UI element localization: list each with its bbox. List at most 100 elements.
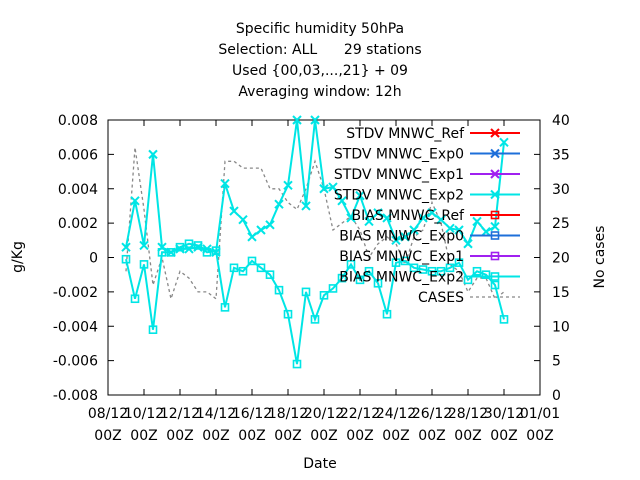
stdv-point — [472, 216, 482, 227]
legend-label: BIAS MNWC_Ref — [352, 208, 466, 224]
bias-point — [274, 285, 284, 295]
x-tick-label-date: 10/12 — [124, 406, 164, 422]
bias-point — [472, 266, 482, 276]
series-line-bias-exp2 — [125, 242, 505, 365]
bias-point — [400, 256, 410, 266]
x-tick-label-hour: 00Z — [310, 428, 337, 444]
x-axis: 08/1200Z10/1200Z12/1200Z14/1200Z16/1200Z… — [88, 120, 560, 444]
stdv-point — [418, 213, 428, 223]
bias-point — [382, 309, 392, 319]
stdv-point — [265, 220, 275, 230]
bias-point — [445, 263, 455, 273]
bias-point — [184, 239, 194, 249]
x-tick-label-date: 22/12 — [340, 406, 380, 422]
y2-tick-label: 20 — [552, 251, 570, 267]
bias-point — [229, 263, 239, 273]
stdv-point — [238, 214, 248, 225]
x-tick-label-hour: 00Z — [454, 428, 481, 444]
bias-point — [265, 270, 275, 279]
y-tick-label: -0.004 — [53, 319, 98, 335]
stdv-point — [310, 115, 320, 125]
bias-point — [202, 248, 212, 257]
legend-label: STDV MNWC_Exp1 — [334, 167, 464, 183]
legend: STDV MNWC_Ref STDV MNWC_Exp0 STDV MNWC_Exp… — [334, 126, 520, 306]
y2-axis-label: No cases — [592, 226, 608, 289]
bias-point — [130, 294, 140, 304]
stdv-point — [454, 225, 464, 235]
x-tick-label-hour: 00Z — [202, 428, 229, 444]
bias-point — [481, 270, 491, 279]
legend-marker-square — [490, 272, 500, 281]
stdv-point — [229, 206, 239, 216]
x-tick-label-date: 12/12 — [160, 406, 200, 422]
y-tick-label: 0 — [89, 251, 98, 267]
x-tick-label-date: 20/12 — [304, 406, 344, 422]
stdv-point — [328, 182, 338, 192]
x-tick-label-date: 01/01 — [520, 406, 560, 422]
x-axis-label: Date — [303, 456, 336, 472]
legend-label: BIAS MNWC_Exp0 — [339, 229, 464, 245]
bias-point — [238, 266, 248, 276]
stdv-point — [346, 213, 356, 223]
bias-point — [139, 260, 149, 269]
plot-frame — [107, 119, 541, 396]
x-tick-label-date: 24/12 — [376, 406, 416, 422]
bias-point — [499, 315, 509, 324]
bias-point — [364, 266, 374, 276]
legend-label: STDV MNWC_Exp0 — [334, 147, 464, 163]
bias-point — [409, 263, 419, 273]
stdv-point — [301, 201, 311, 211]
legend-marker-square — [490, 210, 500, 220]
stdv-point — [337, 196, 347, 206]
bias-point — [256, 263, 266, 273]
stdv-point — [319, 184, 329, 194]
y2-tick-label: 25 — [552, 216, 570, 232]
legend-marker-square — [490, 251, 500, 261]
bias-point — [121, 254, 131, 264]
series-layer — [121, 115, 509, 369]
y-tick-label: -0.008 — [53, 388, 98, 404]
x-tick-label-date: 16/12 — [232, 406, 272, 422]
title-line-1: Specific humidity 50hPa — [236, 21, 404, 37]
stdv-point — [148, 149, 158, 160]
bias-point — [247, 256, 257, 266]
y2-tick-label: 10 — [552, 319, 570, 335]
bias-point — [220, 303, 230, 312]
legend-label: CASES — [418, 290, 464, 306]
bias-point — [310, 315, 320, 324]
stdv-point — [292, 115, 302, 125]
stdv-point — [247, 232, 257, 242]
bias-point — [427, 266, 437, 276]
y-tick-label: -0.006 — [53, 354, 98, 370]
y-axis: 0.008 0.006 0.004 0.002 0 -0.002 -0.004 -0.006 -… — [53, 113, 114, 404]
stdv-point — [445, 223, 455, 233]
bias-point — [148, 325, 158, 334]
legend-marker-x — [490, 189, 500, 200]
stdv-point — [139, 240, 149, 251]
x-tick-label-hour: 00Z — [490, 428, 517, 444]
y-tick-label: 0.002 — [58, 216, 98, 232]
y-tick-label: 0.006 — [58, 147, 98, 163]
stdv-point — [409, 225, 419, 235]
stdv-point — [256, 225, 266, 235]
x-tick-label-date: 26/12 — [412, 406, 452, 422]
stdv-point — [499, 137, 509, 148]
stdv-point — [220, 178, 230, 189]
x-tick-label-hour: 00Z — [346, 428, 373, 444]
title-line-4: Averaging window: 12h — [238, 84, 401, 100]
stdv-point — [364, 216, 374, 227]
title-line-2: Selection: ALL 29 stations — [218, 42, 421, 58]
x-tick-label-hour: 00Z — [526, 428, 553, 444]
bias-point — [391, 258, 401, 267]
legend-marker-x — [490, 169, 500, 179]
legend-marker-x — [490, 148, 500, 159]
x-tick-label-hour: 00Z — [418, 428, 445, 444]
stdv-point — [157, 242, 167, 252]
stdv-point — [121, 242, 131, 252]
bias-point — [292, 359, 302, 369]
bias-point — [319, 291, 329, 300]
bias-point — [328, 284, 338, 293]
bias-point — [418, 265, 428, 274]
legend-label: BIAS MNWC_Exp2 — [339, 270, 464, 286]
x-tick-label-date: 18/12 — [268, 406, 308, 422]
